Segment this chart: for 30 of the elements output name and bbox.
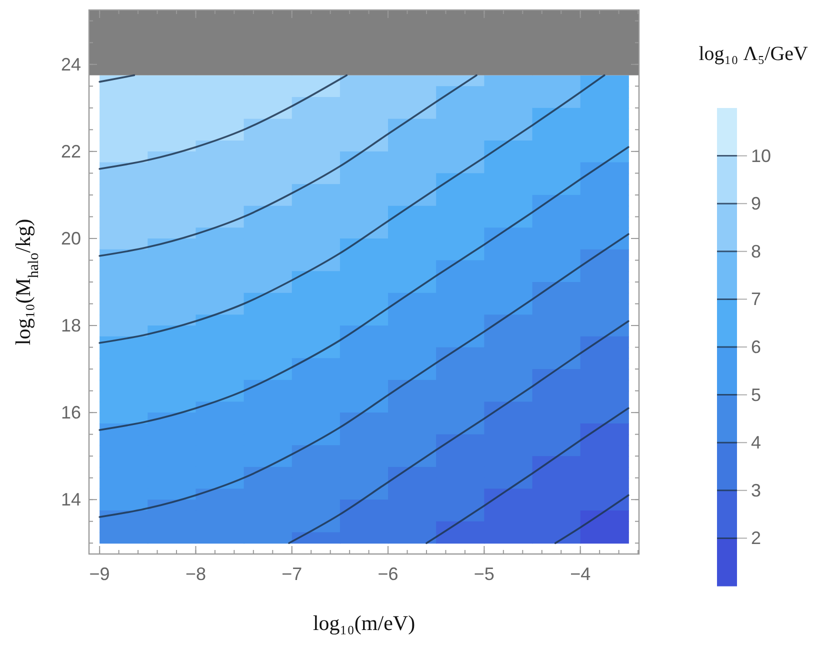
color-bar-title: log₁₀ Λ₅/GeV	[698, 43, 809, 65]
line-series	[98, 74, 348, 170]
x-axis-title: log₁₀(m/eV)	[312, 611, 416, 635]
x-tick-label: −5	[474, 564, 494, 584]
line-series	[98, 74, 478, 257]
line-series	[98, 146, 630, 431]
color-bar-label: 9	[751, 194, 762, 214]
y-tick-label: 16	[60, 402, 81, 423]
y-tick-label: 14	[60, 490, 81, 510]
x-tick-label: −6	[378, 564, 398, 584]
color-bar-label: 2	[751, 528, 762, 548]
x-tick-label: −8	[185, 564, 206, 584]
color-bar-label: 10	[751, 146, 772, 166]
line-series	[288, 320, 630, 544]
color-bar-label: 4	[751, 432, 762, 453]
y-tick-label: 22	[60, 141, 81, 162]
line-series	[98, 74, 606, 344]
color-bar-label: 6	[751, 337, 762, 357]
color-bar-label: 8	[751, 241, 762, 262]
y-tick-label: 24	[60, 54, 81, 74]
line-series	[98, 233, 630, 518]
x-tick-label: −7	[282, 564, 302, 584]
color-bar-label: 5	[751, 384, 762, 405]
x-tick-label: −4	[570, 564, 591, 584]
y-tick-label: 20	[60, 228, 81, 248]
x-tick-label: −9	[89, 564, 110, 584]
y-tick-label: 18	[60, 316, 81, 336]
color-bar-label: 3	[751, 480, 762, 500]
line-series	[426, 407, 630, 544]
color-bar-label: 7	[751, 289, 762, 310]
